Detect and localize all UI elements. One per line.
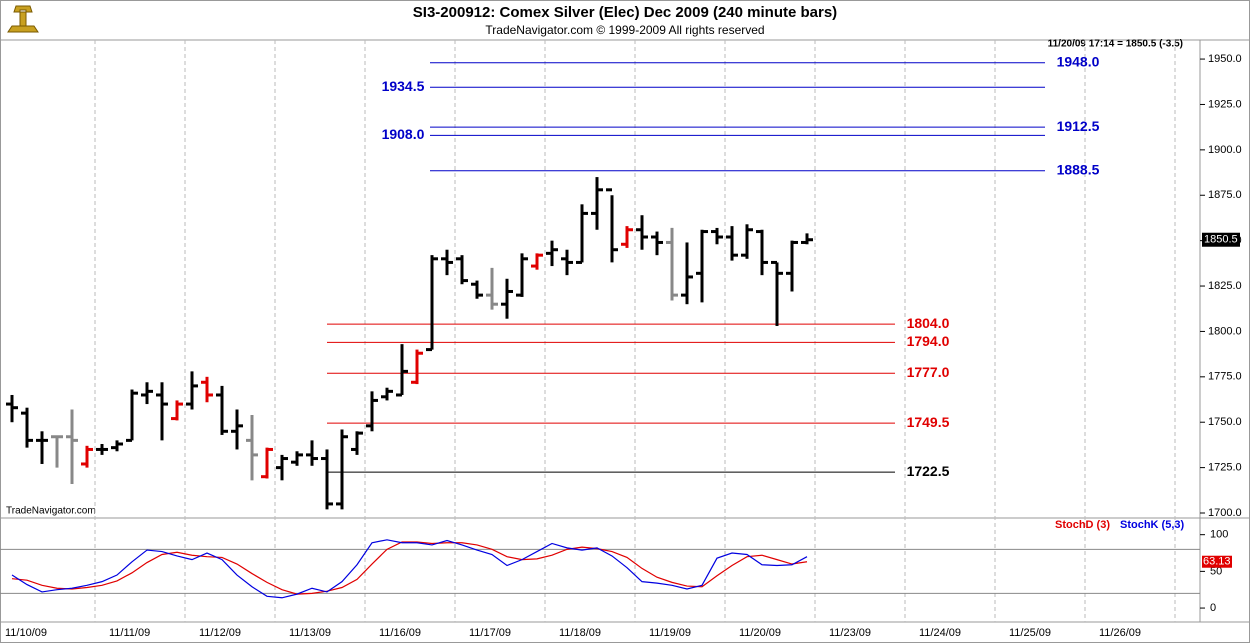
x-tick-label: 11/16/09 bbox=[379, 627, 421, 639]
x-tick-label: 11/12/09 bbox=[199, 627, 241, 639]
y-tick-label: 1800.0 bbox=[1208, 325, 1242, 337]
y-tick-label: 0 bbox=[1210, 602, 1216, 614]
y-tick-label: 1875.0 bbox=[1208, 189, 1242, 201]
legend-entry: StochD (3) bbox=[1055, 519, 1110, 531]
last-quote: 11/20/09 17:14 = 1850.5 (-3.5) bbox=[1048, 39, 1183, 50]
y-tick-label: 100 bbox=[1210, 529, 1228, 541]
level-label: 1908.0 bbox=[382, 126, 425, 142]
x-tick-label: 11/20/09 bbox=[739, 627, 781, 639]
y-tick-label: 1925.0 bbox=[1208, 98, 1242, 110]
last-value-label: 63.13 bbox=[1203, 556, 1231, 568]
level-label: 1794.0 bbox=[907, 333, 950, 349]
last-price-label: 1850.5 bbox=[1204, 234, 1238, 246]
level-label: 1888.5 bbox=[1057, 161, 1100, 177]
y-tick-label: 1825.0 bbox=[1208, 280, 1242, 292]
last-price-box bbox=[1202, 232, 1240, 247]
x-tick-label: 11/18/09 bbox=[559, 627, 601, 639]
x-tick-label: 11/19/09 bbox=[649, 627, 691, 639]
y-tick-label: 1775.0 bbox=[1208, 371, 1242, 383]
legend-entry: StochK (5,3) bbox=[1120, 519, 1185, 531]
x-tick-label: 11/26/09 bbox=[1099, 627, 1141, 639]
x-tick-label: 11/17/09 bbox=[469, 627, 511, 639]
y-tick-label: 1725.0 bbox=[1208, 462, 1242, 474]
level-label: 1749.5 bbox=[907, 414, 950, 430]
x-tick-label: 11/13/09 bbox=[289, 627, 331, 639]
x-tick-label: 11/11/09 bbox=[109, 627, 150, 639]
level-label: 1722.5 bbox=[907, 463, 950, 479]
level-label: 1912.5 bbox=[1057, 118, 1100, 134]
title: SI3-200912: Comex Silver (Elec) Dec 2009… bbox=[413, 4, 837, 21]
level-label: 1804.0 bbox=[907, 315, 950, 331]
subtitle: TradeNavigator.com © 1999-2009 All right… bbox=[485, 23, 764, 37]
stoch-line bbox=[11, 539, 808, 599]
logo bbox=[7, 5, 39, 33]
y-tick-label: 1750.0 bbox=[1208, 416, 1242, 428]
stoch-line bbox=[11, 541, 808, 595]
level-label: 1777.0 bbox=[907, 364, 950, 380]
last-value-box bbox=[1202, 555, 1232, 568]
x-tick-label: 11/25/09 bbox=[1009, 627, 1051, 639]
level-label: 1948.0 bbox=[1057, 53, 1100, 69]
x-tick-label: 11/24/09 bbox=[919, 627, 961, 639]
y-tick-label: 1900.0 bbox=[1208, 144, 1242, 156]
x-tick-label: 11/10/09 bbox=[5, 627, 47, 639]
y-tick-label: 1950.0 bbox=[1208, 53, 1242, 65]
watermark: TradeNavigator.com bbox=[6, 506, 96, 517]
y-tick-label: 50 bbox=[1210, 565, 1222, 577]
level-label: 1934.5 bbox=[382, 78, 425, 94]
x-tick-label: 11/23/09 bbox=[829, 627, 871, 639]
y-tick-label: 1700.0 bbox=[1208, 507, 1242, 519]
